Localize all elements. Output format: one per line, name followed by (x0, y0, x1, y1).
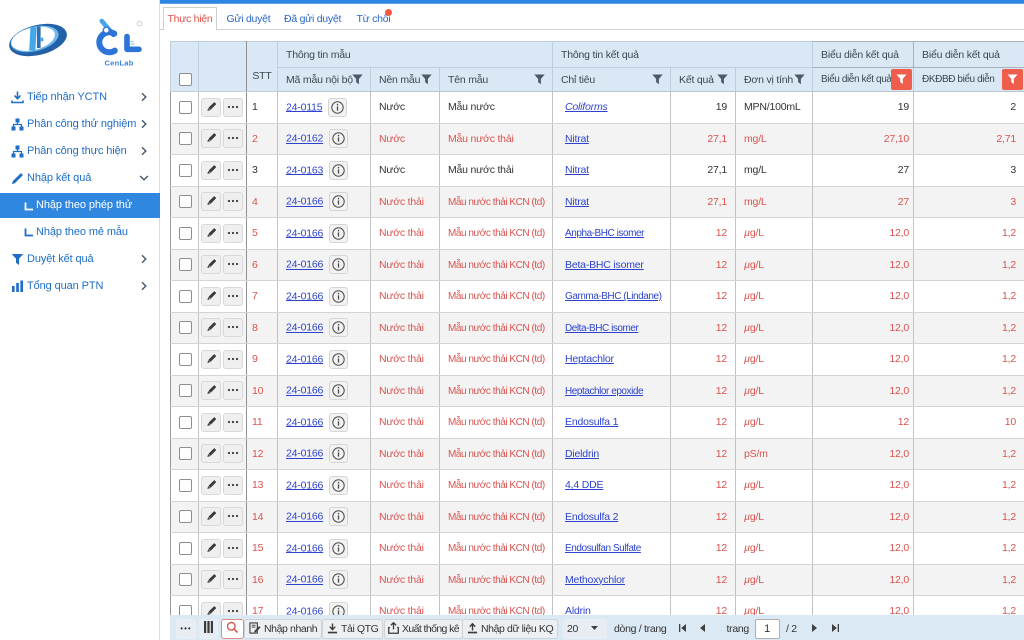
svg-text:CenLab: CenLab (105, 59, 134, 68)
